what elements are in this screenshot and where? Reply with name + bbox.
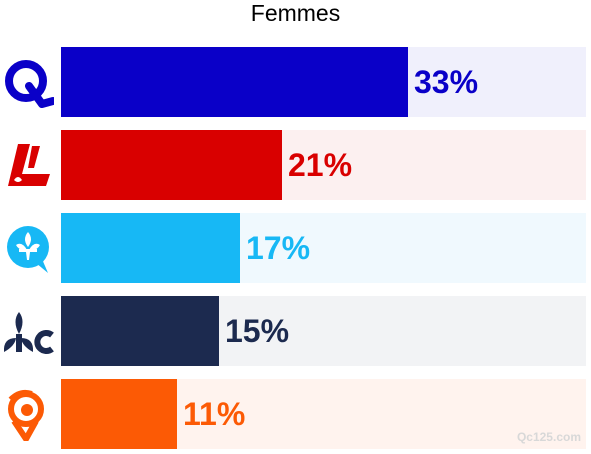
- caq-q-icon: [2, 57, 57, 109]
- bar: [61, 130, 282, 200]
- watermark: Qc125.com: [516, 430, 581, 444]
- bar: [61, 213, 240, 283]
- bar-row-pcq: 15%: [0, 296, 591, 366]
- data-label: 11%: [183, 396, 246, 432]
- plq-l-icon: [2, 140, 54, 192]
- bar-row-caq: 33%: [0, 47, 591, 117]
- bar: [61, 296, 219, 366]
- bar: [61, 47, 408, 117]
- data-label: 33%: [414, 64, 479, 100]
- pcq-fleur-de-lis-c-icon: [2, 306, 54, 358]
- bar-row-qs: 11%: [0, 379, 591, 449]
- bar: [61, 379, 177, 449]
- data-label: 21%: [288, 147, 353, 183]
- data-label: 15%: [225, 313, 290, 349]
- qs-swirl-icon: [2, 389, 54, 442]
- pq-fleur-de-lis-bubble-icon: [2, 223, 54, 275]
- data-label: 17%: [246, 230, 311, 266]
- bar-row-pq: 17%: [0, 213, 591, 283]
- chart-title: Femmes: [250, 0, 341, 26]
- bar-row-plq: 21%: [0, 130, 591, 200]
